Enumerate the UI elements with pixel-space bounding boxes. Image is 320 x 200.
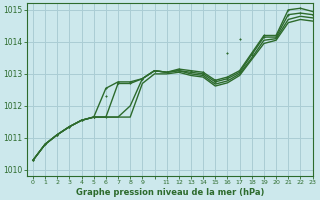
X-axis label: Graphe pression niveau de la mer (hPa): Graphe pression niveau de la mer (hPa) (76, 188, 264, 197)
